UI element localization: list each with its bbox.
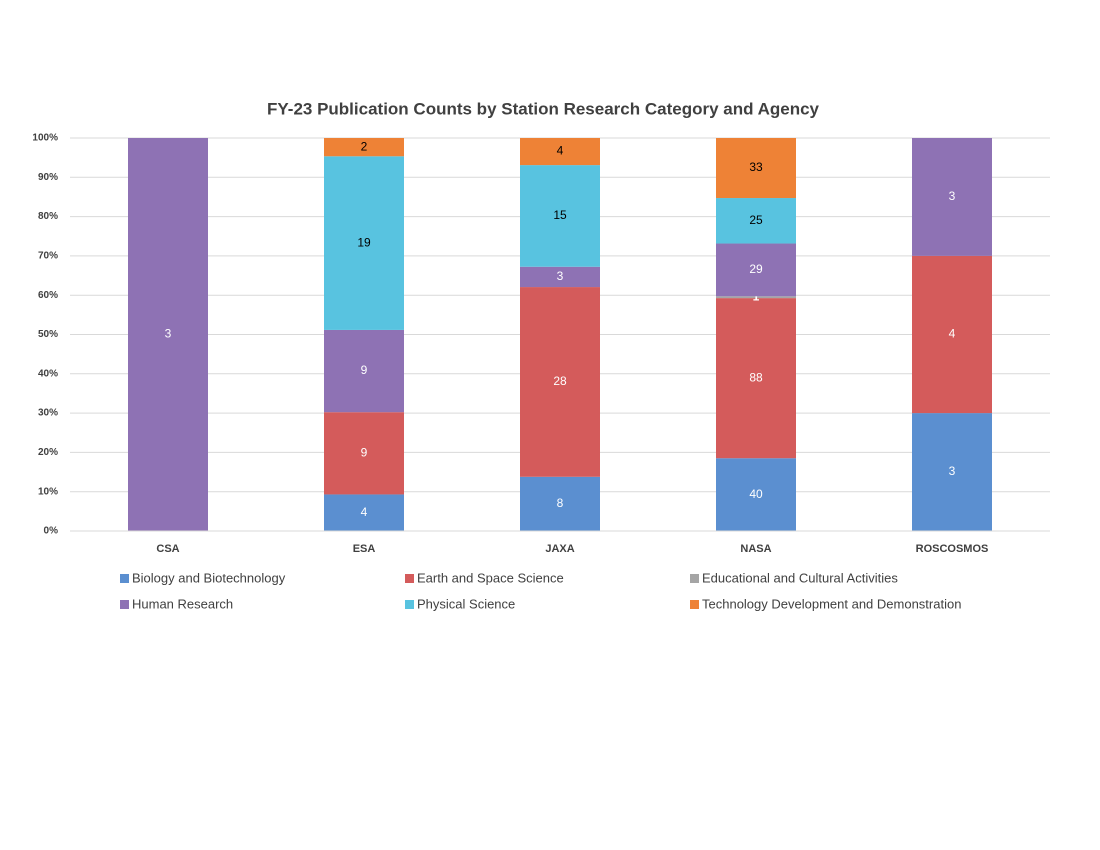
data-label: 3: [165, 327, 172, 341]
y-tick-label: 100%: [32, 133, 58, 144]
bar-segment: [716, 138, 796, 199]
data-label: 25: [749, 213, 763, 227]
legend-swatch: [120, 600, 129, 609]
bar-segment: [520, 165, 600, 267]
bar-segment: [520, 476, 600, 531]
y-tick-label: 60%: [38, 290, 58, 301]
y-tick-label: 10%: [38, 486, 58, 497]
data-label: 3: [949, 189, 956, 203]
data-label: 8: [557, 496, 564, 510]
legend-label: Earth and Space Science: [417, 570, 564, 585]
bar-segment: [520, 138, 600, 166]
legend-swatch: [405, 600, 414, 609]
bar-segment: [912, 413, 992, 531]
chart-title: FY-23 Publication Counts by Station Rese…: [267, 99, 820, 118]
bar-segment: [912, 138, 992, 256]
bar-segment: [128, 138, 208, 531]
y-tick-label: 0%: [44, 526, 59, 537]
data-label: 9: [361, 445, 368, 459]
bar-segment: [520, 287, 600, 477]
data-label: 3: [557, 269, 564, 283]
bar-segment: [716, 458, 796, 531]
data-label: 40: [749, 487, 763, 501]
bar-segment: [324, 138, 404, 157]
bar-segment: [716, 296, 796, 299]
bar-segment: [912, 255, 992, 414]
data-label: 88: [749, 370, 763, 384]
bar-segment: [716, 198, 796, 244]
legend-swatch: [690, 574, 699, 583]
legend-label: Technology Development and Demonstration: [702, 596, 961, 611]
data-label: 29: [749, 262, 763, 276]
data-label: 4: [557, 144, 564, 158]
y-tick-label: 80%: [38, 211, 58, 222]
bar-segment: [716, 298, 796, 459]
y-tick-label: 70%: [38, 251, 58, 262]
data-label: 4: [361, 505, 368, 519]
y-tick-label: 40%: [38, 368, 58, 379]
y-tick-label: 90%: [38, 172, 58, 183]
bar-segment: [716, 243, 796, 297]
legend-label: Biology and Biotechnology: [132, 570, 286, 585]
x-tick-label: ESA: [353, 543, 376, 555]
legend-swatch: [690, 600, 699, 609]
legend-label: Educational and Cultural Activities: [702, 570, 898, 585]
legend-swatch: [120, 574, 129, 583]
bar-segment: [324, 494, 404, 531]
data-label: 28: [553, 374, 567, 388]
data-label: 19: [357, 235, 371, 249]
bar-segment: [324, 156, 404, 330]
x-tick-label: JAXA: [545, 543, 574, 555]
y-tick-label: 20%: [38, 447, 58, 458]
x-tick-label: CSA: [156, 543, 179, 555]
x-tick-label: ROSCOSMOS: [916, 543, 989, 555]
y-tick-label: 30%: [38, 408, 58, 419]
data-label: 2: [361, 139, 368, 153]
data-label: 15: [553, 208, 567, 222]
legend-label: Physical Science: [417, 596, 515, 611]
data-label: 1: [753, 289, 760, 303]
data-label: 9: [361, 363, 368, 377]
bar-segment: [324, 412, 404, 495]
legend-label: Human Research: [132, 596, 233, 611]
legend-swatch: [405, 574, 414, 583]
data-label: 4: [949, 327, 956, 341]
y-tick-label: 50%: [38, 329, 58, 340]
data-label: 3: [949, 464, 956, 478]
data-label: 33: [749, 160, 763, 174]
bar-segment: [324, 329, 404, 413]
bar-segment: [520, 266, 600, 288]
x-tick-label: NASA: [740, 543, 771, 555]
